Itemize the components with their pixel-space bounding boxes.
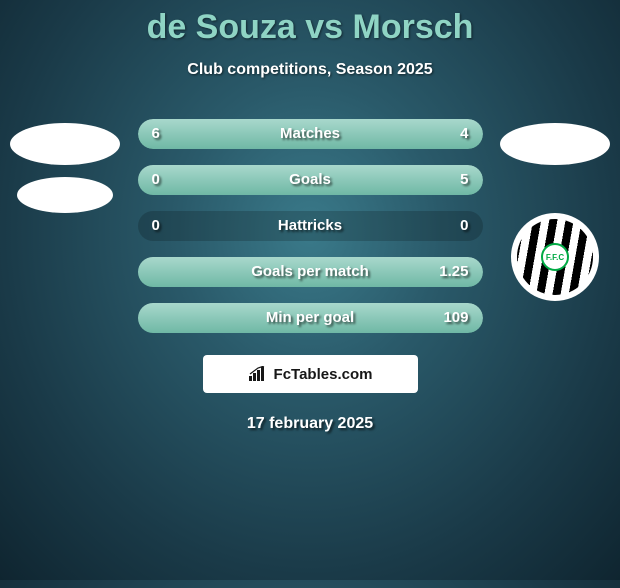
fctables-logo: FcTables.com (203, 355, 418, 393)
date-text: 17 february 2025 (0, 415, 620, 433)
stat-label: Goals per match (138, 257, 483, 287)
stat-label: Matches (138, 119, 483, 149)
stat-row: 1.25Goals per match (138, 257, 483, 287)
stat-row: 00Hattricks (138, 211, 483, 241)
comparison-subtitle: Club competitions, Season 2025 (0, 61, 620, 79)
stats-list: 64Matches 05Goals 00Hattricks 1.25Goals per… (138, 119, 483, 333)
right-team-crest-placeholder (500, 123, 610, 165)
comparison-title: de Souza vs Morsch (0, 8, 620, 47)
right-team-badges: F.F.C (490, 123, 620, 301)
stat-row: 109Min per goal (138, 303, 483, 333)
stat-label: Hattricks (138, 211, 483, 241)
fctables-logo-text: FcTables.com (274, 366, 373, 383)
stat-row: 64Matches (138, 119, 483, 149)
bar-chart-icon (248, 366, 268, 382)
stat-row: 05Goals (138, 165, 483, 195)
left-team-crest-placeholder-1 (10, 123, 120, 165)
left-team-crest-placeholder-2 (17, 177, 113, 213)
figueirense-crest-icon: F.F.C (511, 213, 599, 301)
figueirense-crest-label: F.F.C (541, 243, 569, 271)
left-team-badges (0, 123, 130, 225)
stat-label: Min per goal (138, 303, 483, 333)
stat-label: Goals (138, 165, 483, 195)
